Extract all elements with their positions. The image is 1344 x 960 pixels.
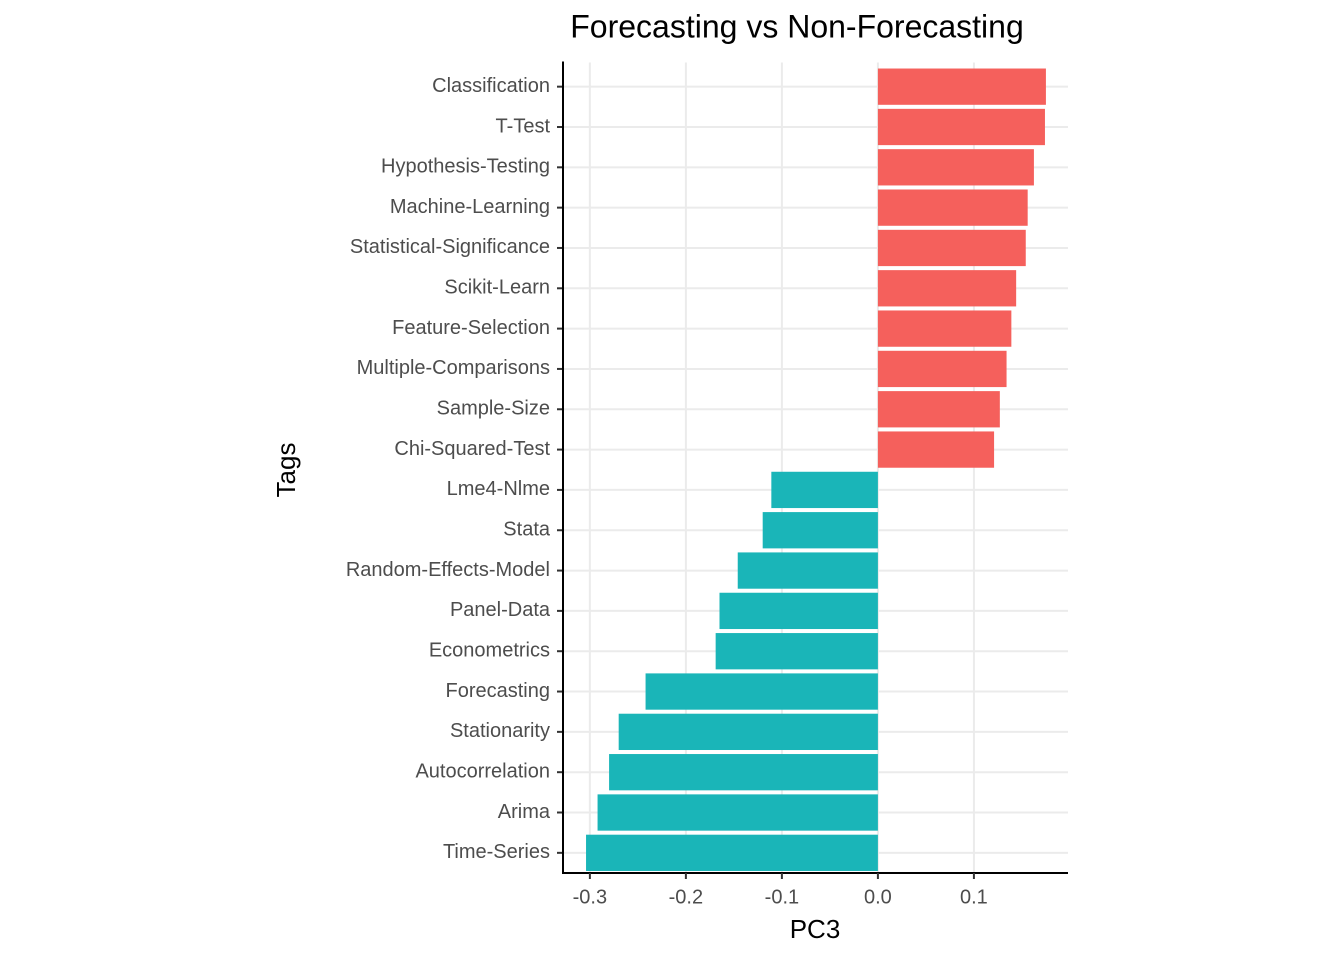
y-tick-label: Stata	[503, 519, 551, 541]
bar	[877, 68, 1046, 105]
bar	[877, 350, 1007, 388]
chart-title: Forecasting vs Non-Forecasting	[570, 8, 1024, 44]
y-tick-label: Sample-Size	[437, 398, 550, 420]
y-tick-label: Arima	[498, 801, 551, 823]
bar	[618, 713, 878, 751]
x-tick-label: -0.2	[669, 886, 703, 908]
y-tick-label: Time-Series	[443, 841, 550, 863]
x-tick-label: -0.1	[765, 886, 799, 908]
bar	[771, 471, 878, 509]
bar	[877, 431, 995, 468]
bar	[645, 673, 878, 710]
y-tick-label: Machine-Learning	[390, 196, 550, 218]
y-tick-label: Lme4-Nlme	[447, 478, 550, 500]
y-tick-label: Stationarity	[450, 720, 550, 742]
y-tick-label: Econometrics	[429, 639, 550, 661]
y-tick-label: Classification	[432, 75, 550, 97]
y-tick-label: Autocorrelation	[415, 760, 550, 782]
bar	[719, 592, 878, 630]
x-tick-label: 0.0	[864, 886, 892, 908]
bar	[877, 310, 1012, 347]
y-tick-label: Panel-Data	[450, 599, 551, 621]
bar	[877, 391, 1000, 428]
bar	[877, 229, 1026, 267]
bar	[609, 754, 878, 791]
bar	[762, 512, 878, 549]
y-tick-label: Hypothesis-Testing	[381, 156, 550, 178]
bar	[877, 149, 1034, 186]
y-tick-label: Multiple-Comparisons	[357, 357, 550, 379]
y-tick-label: Chi-Squared-Test	[394, 438, 550, 460]
x-axis-label: PC3	[790, 914, 841, 944]
y-tick-label: Forecasting	[446, 680, 551, 702]
y-tick-label: Statistical-Significance	[350, 236, 550, 258]
x-tick-label: 0.1	[960, 886, 988, 908]
bar	[877, 108, 1045, 146]
bar	[715, 633, 878, 670]
y-tick-label: T-Test	[496, 115, 551, 137]
y-tick-label: Random-Effects-Model	[346, 559, 550, 581]
y-axis-label: Tags	[271, 443, 301, 498]
bar	[586, 834, 878, 871]
bar	[877, 270, 1017, 307]
bar	[877, 189, 1028, 226]
y-tick-label: Scikit-Learn	[444, 277, 550, 299]
y-tick-label: Feature-Selection	[392, 317, 550, 339]
x-tick-label: -0.3	[573, 886, 607, 908]
bar	[597, 794, 878, 831]
bar	[737, 552, 878, 589]
